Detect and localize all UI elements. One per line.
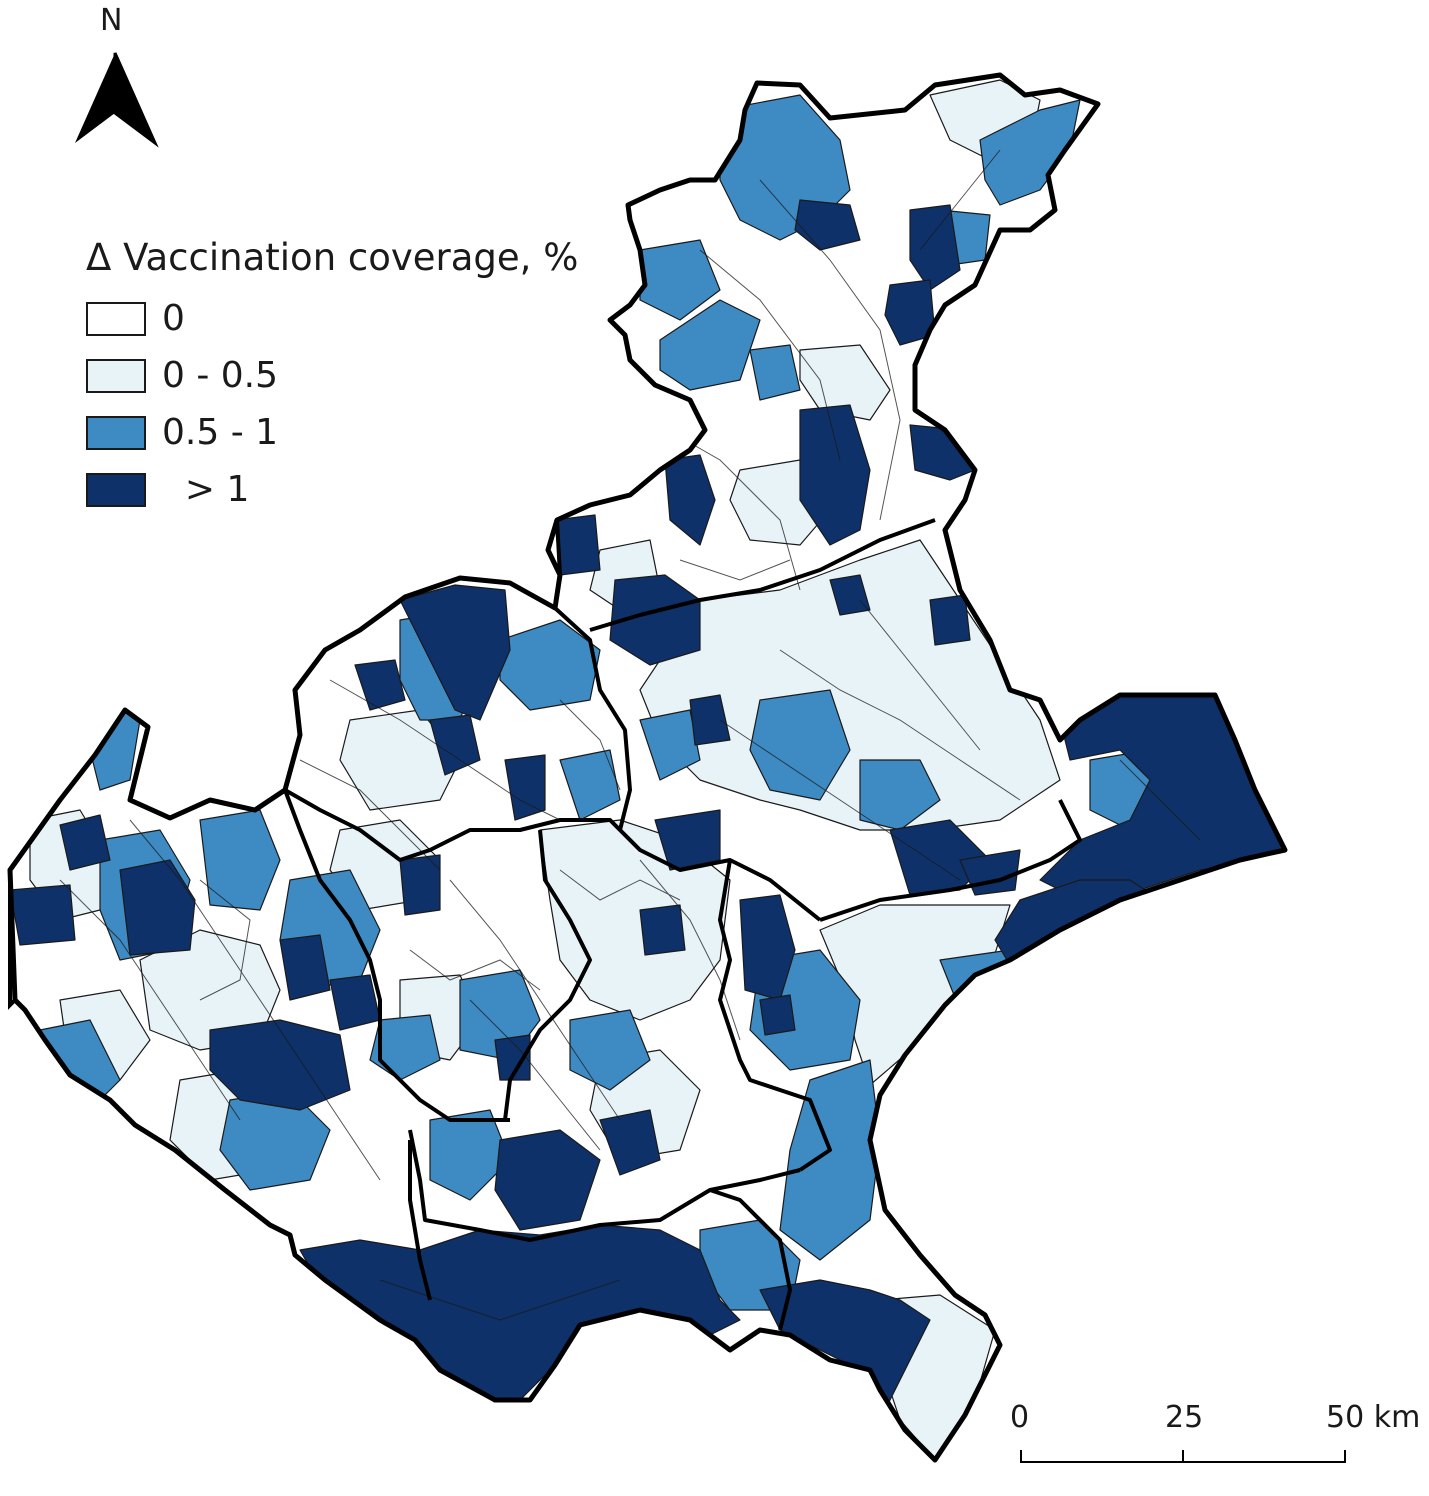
north-label: N (100, 3, 123, 38)
north-arrow-icon (75, 52, 159, 148)
legend-swatch-3 (86, 472, 146, 507)
legend-swatch-1 (86, 358, 146, 393)
legend-item-1: 0 - 0.5 (86, 347, 578, 404)
scale-label-25: 25 (1165, 1400, 1204, 1435)
municipal-boundaries (59, 149, 1201, 1321)
legend-swatch-2 (86, 415, 146, 450)
legend: Δ Vaccination coverage, % 0 0 - 0.5 0.5 … (86, 236, 578, 518)
legend-label-0: 0 (162, 297, 185, 339)
legend-item-2: 0.5 - 1 (86, 404, 578, 461)
legend-item-3: > 1 (86, 461, 578, 518)
west-edge (8, 869, 18, 1010)
legend-label-3: > 1 (162, 468, 250, 510)
legend-label-2: 0.5 - 1 (162, 411, 279, 453)
scale-label-50: 50 km (1326, 1400, 1421, 1435)
scale-bar: 0 25 50 km (1000, 1400, 1420, 1470)
scale-label-0: 0 (1010, 1400, 1030, 1435)
legend-item-0: 0 (86, 290, 578, 347)
legend-title: Δ Vaccination coverage, % (86, 236, 579, 279)
scale-bar-line (1020, 1450, 1346, 1463)
legend-swatch-0 (86, 301, 146, 336)
legend-label-1: 0 - 0.5 (162, 354, 279, 396)
province-boundaries (283, 518, 1082, 1331)
